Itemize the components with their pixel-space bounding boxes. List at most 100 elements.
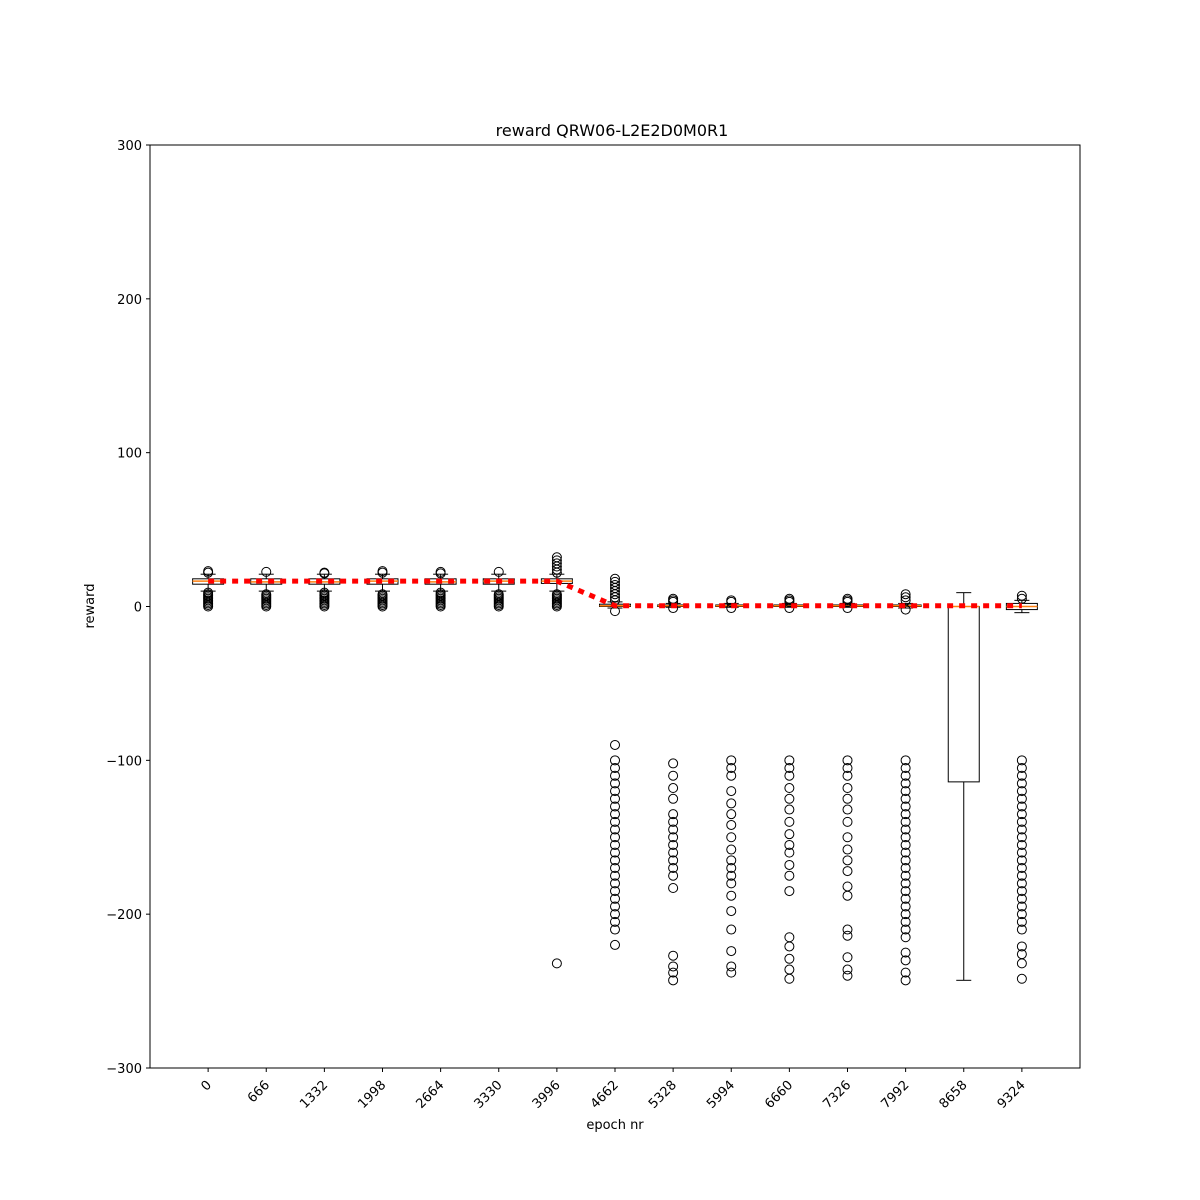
- outlier-point: [842, 924, 853, 935]
- outlier-point: [726, 967, 737, 978]
- outlier-point: [610, 924, 620, 935]
- outlier-point: [1016, 816, 1027, 827]
- chart-title: reward QRW06-L2E2D0M0R1: [496, 121, 729, 140]
- box-group: [831, 593, 864, 981]
- outlier-point: [842, 832, 853, 843]
- outlier-point: [668, 883, 679, 894]
- outlier-point: [842, 770, 853, 781]
- outlier-point: [900, 589, 911, 600]
- outlier-point: [842, 952, 853, 963]
- mean-trend-line: [208, 578, 1022, 609]
- outlier-point: [203, 587, 214, 598]
- outlier-point: [842, 755, 853, 766]
- outlier-point: [784, 973, 795, 984]
- outlier-point: [726, 924, 737, 935]
- outlier-point: [900, 847, 911, 858]
- outlier-point: [784, 953, 795, 964]
- outlier-point: [900, 863, 911, 874]
- outlier-point: [668, 975, 679, 986]
- y-axis: −300 −200 −100 0 100 200 300: [106, 139, 150, 1077]
- outlier-point: [900, 832, 911, 843]
- outlier-point: [668, 855, 679, 866]
- outlier-point: [1016, 916, 1027, 927]
- outlier-point: [726, 755, 737, 766]
- outlier-point: [1016, 786, 1027, 797]
- outlier-point: [610, 878, 620, 889]
- outlier-point: [610, 801, 620, 812]
- outlier-point: [610, 855, 620, 866]
- y-tick-label: −200: [106, 908, 142, 923]
- outlier-point: [900, 778, 911, 789]
- outlier-point: [900, 855, 911, 866]
- box-group: [366, 566, 399, 612]
- y-tick-label: 0: [134, 601, 142, 616]
- outlier-point: [1016, 824, 1027, 835]
- outlier-point: [377, 566, 388, 577]
- outlier-point: [1016, 973, 1027, 984]
- outlier-point: [610, 573, 620, 584]
- outlier-point: [1016, 941, 1027, 952]
- outlier-point: [726, 855, 737, 866]
- outlier-point: [610, 863, 620, 874]
- outlier-point: [610, 901, 620, 912]
- outlier-point: [726, 890, 737, 901]
- outlier-point: [668, 847, 679, 858]
- outlier-point: [726, 961, 737, 972]
- outlier-point: [900, 770, 911, 781]
- outlier-point: [551, 558, 562, 569]
- outlier-point: [551, 589, 562, 600]
- outlier-point: [610, 870, 620, 881]
- outlier-point: [784, 763, 795, 774]
- outlier-point: [900, 916, 911, 927]
- outlier-point: [610, 916, 620, 927]
- outlier-point: [842, 855, 853, 866]
- outlier-point: [1016, 863, 1027, 874]
- outlier-point: [668, 870, 679, 881]
- outlier-point: [610, 770, 620, 781]
- outlier-point: [668, 809, 679, 820]
- outlier-point: [203, 566, 214, 577]
- outlier-point: [900, 975, 911, 986]
- outlier-point: [842, 866, 853, 877]
- outlier-point: [610, 809, 620, 820]
- outlier-point: [784, 816, 795, 827]
- outlier-point: [1016, 755, 1027, 766]
- outlier-point: [900, 839, 911, 850]
- outlier-point: [842, 816, 853, 827]
- outlier-point: [1016, 924, 1027, 935]
- box-group: [947, 592, 980, 981]
- outlier-point: [610, 793, 620, 804]
- x-axis-label: epoch nr: [586, 1118, 644, 1133]
- y-tick-label: −100: [106, 754, 142, 769]
- outlier-point: [726, 819, 737, 830]
- outlier-point: [784, 829, 795, 840]
- outlier-point: [319, 567, 330, 578]
- y-tick-label: 100: [117, 447, 142, 462]
- outlier-point: [900, 886, 911, 897]
- outlier-point: [900, 932, 911, 943]
- outlier-point: [842, 783, 853, 794]
- outlier-point: [610, 763, 620, 774]
- outlier-point: [900, 755, 911, 766]
- outlier-point: [726, 870, 737, 881]
- box: [947, 606, 980, 783]
- outlier-point: [900, 604, 911, 615]
- outlier-point: [784, 770, 795, 781]
- outlier-point: [784, 859, 795, 870]
- outlier-point: [1016, 778, 1027, 789]
- outlier-point: [610, 909, 620, 920]
- outlier-point: [900, 870, 911, 881]
- outlier-point: [610, 579, 620, 590]
- outlier-point: [900, 809, 911, 820]
- outlier-point: [1016, 893, 1027, 904]
- outlier-point: [842, 890, 853, 901]
- outlier-point: [668, 832, 679, 843]
- outlier-point: [668, 967, 679, 978]
- box-group: [889, 589, 922, 986]
- outlier-point: [610, 739, 620, 750]
- outlier-point: [842, 793, 853, 804]
- outlier-point: [668, 863, 679, 874]
- outlier-point: [726, 844, 737, 855]
- outlier-point: [900, 801, 911, 812]
- outlier-point: [551, 958, 562, 969]
